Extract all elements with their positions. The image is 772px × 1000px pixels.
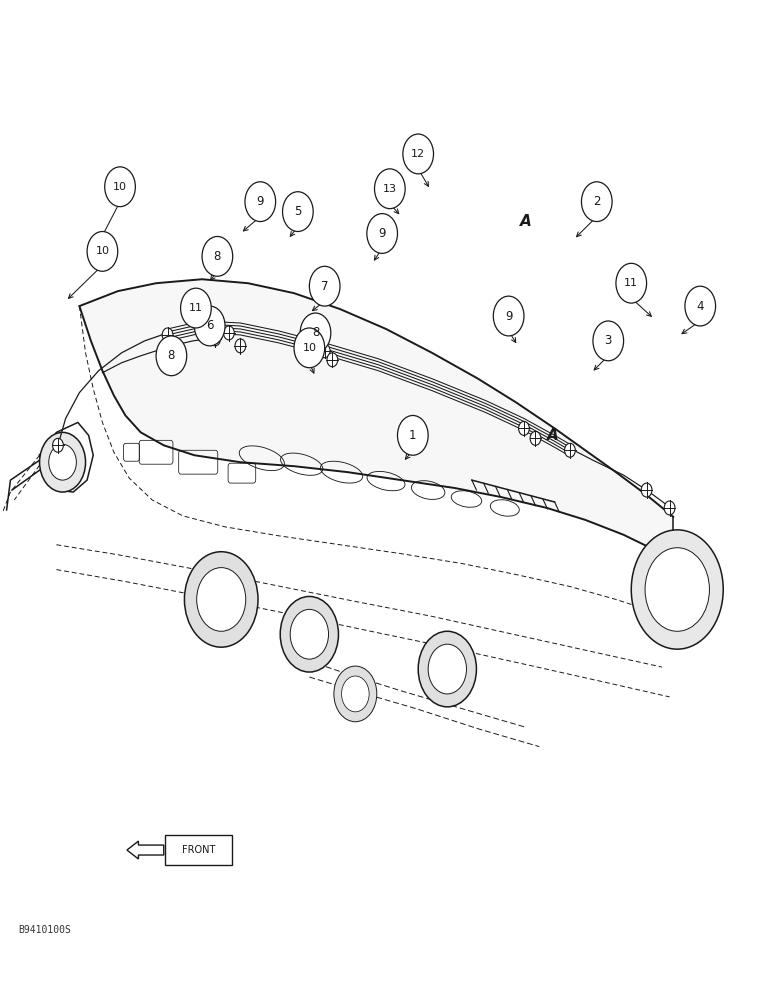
Text: 6: 6 — [206, 319, 214, 332]
Circle shape — [327, 353, 337, 367]
Circle shape — [664, 501, 675, 515]
Circle shape — [283, 192, 313, 232]
Circle shape — [87, 231, 118, 271]
Circle shape — [310, 266, 340, 306]
Text: A: A — [547, 428, 559, 443]
Text: 7: 7 — [321, 280, 328, 293]
Text: 12: 12 — [411, 149, 425, 159]
Circle shape — [367, 214, 398, 253]
Text: B9410100S: B9410100S — [18, 925, 71, 935]
FancyBboxPatch shape — [165, 835, 232, 865]
Circle shape — [593, 321, 624, 361]
Text: 10: 10 — [303, 343, 317, 353]
Text: 8: 8 — [214, 250, 221, 263]
Circle shape — [300, 313, 331, 353]
Text: 10: 10 — [96, 246, 110, 256]
Circle shape — [428, 644, 466, 694]
Text: 10: 10 — [113, 182, 127, 192]
Circle shape — [631, 530, 723, 649]
Circle shape — [52, 438, 63, 452]
Circle shape — [645, 548, 709, 631]
Circle shape — [519, 421, 530, 435]
Text: 9: 9 — [505, 310, 513, 323]
Text: 11: 11 — [189, 303, 203, 313]
Circle shape — [280, 596, 338, 672]
Circle shape — [245, 182, 276, 222]
Text: 8: 8 — [312, 326, 319, 339]
Circle shape — [320, 344, 330, 358]
Circle shape — [162, 328, 173, 342]
Circle shape — [156, 336, 187, 376]
Text: 5: 5 — [294, 205, 302, 218]
Circle shape — [224, 326, 234, 340]
Circle shape — [185, 552, 258, 647]
Text: 2: 2 — [593, 195, 601, 208]
Polygon shape — [80, 279, 673, 562]
Text: 9: 9 — [378, 227, 386, 240]
Circle shape — [294, 328, 325, 368]
Circle shape — [403, 134, 434, 174]
Circle shape — [341, 676, 369, 712]
Text: 4: 4 — [696, 300, 704, 313]
Text: 9: 9 — [256, 195, 264, 208]
Circle shape — [49, 444, 76, 480]
Circle shape — [685, 286, 716, 326]
Circle shape — [564, 443, 575, 457]
Text: 3: 3 — [604, 334, 612, 347]
Circle shape — [290, 609, 329, 659]
Circle shape — [398, 415, 428, 455]
Text: 11: 11 — [625, 278, 638, 288]
Text: 13: 13 — [383, 184, 397, 194]
Text: 1: 1 — [409, 429, 417, 442]
Circle shape — [493, 296, 524, 336]
Text: A: A — [520, 214, 531, 229]
Circle shape — [39, 432, 86, 492]
Circle shape — [105, 167, 135, 207]
Circle shape — [197, 568, 245, 631]
Circle shape — [334, 666, 377, 722]
Circle shape — [202, 236, 232, 276]
Circle shape — [235, 339, 245, 353]
Text: FRONT: FRONT — [181, 845, 215, 855]
Circle shape — [616, 263, 647, 303]
Circle shape — [210, 332, 221, 346]
Circle shape — [195, 306, 225, 346]
Circle shape — [418, 631, 476, 707]
Circle shape — [581, 182, 612, 222]
Text: 8: 8 — [168, 349, 175, 362]
Circle shape — [374, 169, 405, 209]
FancyArrow shape — [127, 841, 164, 859]
Circle shape — [181, 288, 212, 328]
Circle shape — [199, 321, 210, 335]
Circle shape — [530, 431, 541, 445]
Circle shape — [642, 483, 652, 497]
